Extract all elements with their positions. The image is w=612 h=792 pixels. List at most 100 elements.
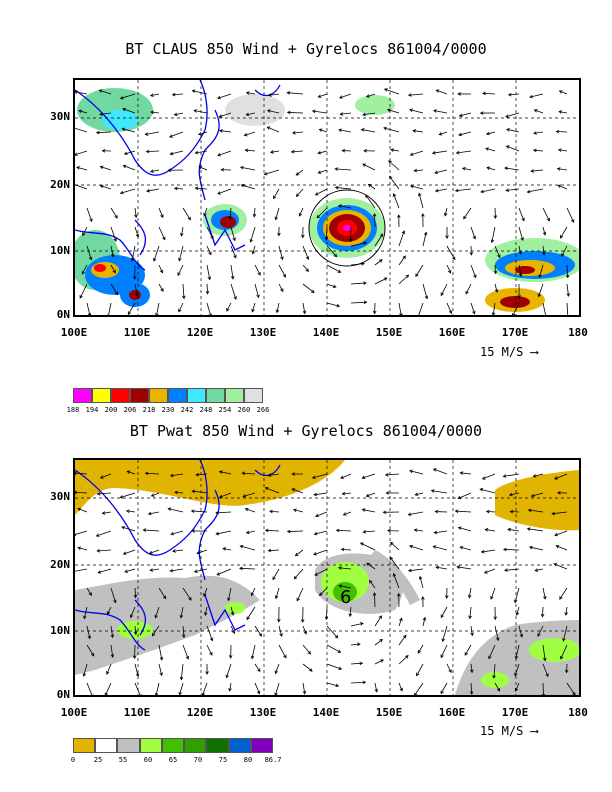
wind-vector <box>398 635 407 646</box>
wind-vector-head <box>310 289 315 294</box>
wind-vector-head <box>348 238 353 243</box>
wind-vector-head <box>334 185 339 190</box>
wind-vector-head <box>319 592 323 596</box>
map2-lon-150e: 150E <box>375 706 403 719</box>
wind-vector-head <box>110 654 115 658</box>
wind-vector-head <box>124 569 129 573</box>
wind-vector-head <box>554 476 558 480</box>
wind-vector-head <box>340 475 344 479</box>
wind-vector-head <box>492 675 496 679</box>
map2-colorbar-tick-label: 25 <box>93 756 103 764</box>
map2-lat-30n: 30N <box>50 490 70 503</box>
wind-vector <box>291 488 304 494</box>
wind-vector-head <box>514 655 519 660</box>
wind-vector-head <box>99 475 104 479</box>
wind-vector-head <box>372 310 377 315</box>
wind-vector <box>108 302 112 315</box>
wind-vector-head <box>307 650 312 655</box>
wind-vector-head <box>99 112 103 116</box>
wind-vector <box>562 625 568 642</box>
wind-vector-head <box>537 633 541 637</box>
wind-vector <box>480 488 496 494</box>
wind-vector-head <box>405 274 410 279</box>
wind-vector <box>440 606 448 618</box>
wind-vector <box>123 549 136 555</box>
map2-lat-0n: 0N <box>56 688 70 701</box>
wind-vector <box>98 568 112 574</box>
wind-vector-head <box>465 290 469 295</box>
map1-lat-0n: 0N <box>56 308 70 321</box>
map1-colorbar-tick-label: 242 <box>180 406 194 414</box>
map1-colorbar-tick-label: 194 <box>85 406 99 414</box>
wind-vector <box>486 131 496 135</box>
wind-vector <box>389 176 400 190</box>
wind-vector-head <box>445 595 449 599</box>
wind-vector-head <box>190 509 195 513</box>
wind-vector <box>470 264 477 278</box>
wind-vector <box>414 169 424 172</box>
map1-colorbar-tick-label: 248 <box>199 406 213 414</box>
map2-lon-160e: 160E <box>438 706 466 719</box>
wind-vector-head <box>469 691 474 695</box>
wind-vector <box>77 508 88 513</box>
wind-vector <box>82 226 88 236</box>
wind-vector <box>97 492 112 495</box>
wind-vector <box>195 187 208 190</box>
map2-plot-area[interactable]: 6 <box>73 458 581 697</box>
wind-vector <box>398 274 409 285</box>
wind-vector-head <box>95 533 100 537</box>
wind-vector <box>83 663 88 677</box>
wind-vector-head <box>338 95 343 99</box>
wind-vector-head <box>359 622 364 626</box>
wind-vector <box>107 606 112 615</box>
map2-colorbar-tick-label: 86.7 <box>264 756 282 764</box>
wind-vector <box>102 511 112 514</box>
wind-vector-head <box>334 634 339 639</box>
wind-vector <box>470 663 473 673</box>
wind-vector <box>362 112 376 116</box>
wind-vector <box>470 226 476 239</box>
wind-vector <box>374 659 384 665</box>
wind-vector <box>527 528 544 532</box>
wind-vector <box>422 232 427 247</box>
wind-vector <box>123 165 136 171</box>
wind-vector <box>299 207 304 217</box>
map1-colorbar-swatch <box>168 388 187 403</box>
wind-vector-head <box>251 308 255 313</box>
wind-vector <box>393 193 400 209</box>
wind-vector <box>151 492 160 497</box>
wind-vector-head <box>514 672 518 677</box>
wind-vector <box>314 530 328 535</box>
wind-vector <box>99 89 112 95</box>
map1-colorbar-tick-label: 206 <box>123 406 137 414</box>
wind-vector-head <box>305 256 310 261</box>
wind-vector-head <box>521 217 525 222</box>
wind-vector <box>312 473 328 479</box>
wind-vector-head <box>339 112 344 116</box>
wind-vector <box>76 166 88 171</box>
wind-vector <box>194 110 208 114</box>
wind-vector-head <box>113 238 117 242</box>
wind-vector <box>219 492 232 498</box>
wind-vector-head <box>302 310 307 315</box>
wind-vector <box>150 111 160 114</box>
wind-vector <box>434 530 448 534</box>
map1-colorbar-swatch <box>111 388 130 403</box>
wind-vector <box>374 682 378 692</box>
wind-vector-head <box>482 91 486 96</box>
wind-vector <box>158 587 166 599</box>
wind-vector-head <box>362 163 366 167</box>
wind-vector <box>246 606 256 620</box>
map2-title: BT Pwat 850 Wind + Gyrelocs 861004/0000 <box>129 422 483 440</box>
wind-vector <box>557 168 568 171</box>
wind-vector-head <box>421 596 425 600</box>
map1-plot-area[interactable] <box>73 78 581 317</box>
map1-colorbar-tick-label: 218 <box>142 406 156 414</box>
wind-vector <box>374 639 383 646</box>
wind-vector-head <box>252 213 257 218</box>
wind-vector <box>254 283 260 298</box>
wind-vector <box>542 644 546 661</box>
wind-vector-head <box>363 281 367 285</box>
wind-vector <box>531 492 544 497</box>
map2-grid <box>75 460 579 695</box>
